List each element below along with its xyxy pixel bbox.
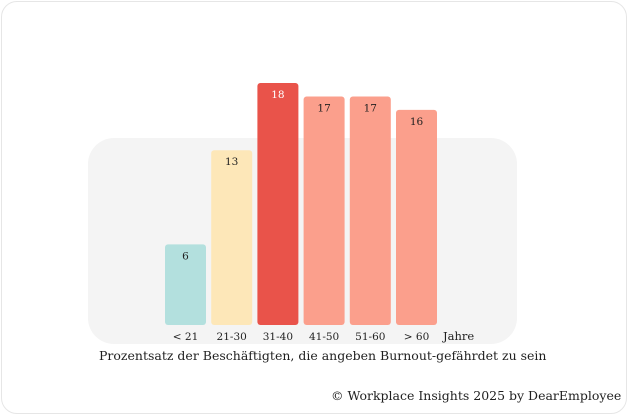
x-tick-label: 41-50 (309, 331, 339, 343)
x-tick-label: > 60 (404, 331, 430, 343)
bar-value-label: 6 (182, 250, 189, 262)
bar-value-label: 16 (410, 116, 424, 128)
bar-value-label: 17 (364, 102, 377, 114)
bar-value-label: 18 (271, 89, 284, 101)
value-labels-group: 6 13 18 17 17 16 (182, 89, 423, 262)
x-tick-label: < 21 (173, 331, 199, 343)
copyright-credit: © Workplace Insights 2025 by DearEmploye… (331, 388, 622, 403)
chart-caption: Prozentsatz der Beschäftigten, die angeb… (99, 348, 547, 363)
x-tick-label: 31-40 (263, 331, 293, 343)
bar (257, 83, 299, 325)
plot-background-panel (88, 138, 517, 344)
bar (349, 96, 391, 325)
bar (303, 96, 345, 325)
bar (165, 244, 206, 325)
bar-value-label: 17 (317, 102, 330, 114)
x-tick-label: 21-30 (217, 331, 247, 343)
x-tick-label: 51-60 (355, 331, 385, 343)
bar (211, 150, 253, 325)
bar-value-label: 13 (225, 156, 238, 168)
bars-group (165, 83, 437, 325)
x-axis-unit-label: Jahre (442, 329, 474, 343)
bar (396, 109, 437, 325)
x-tick-labels-group: < 21 21-30 31-40 41-50 51-60 > 60 (173, 331, 430, 343)
